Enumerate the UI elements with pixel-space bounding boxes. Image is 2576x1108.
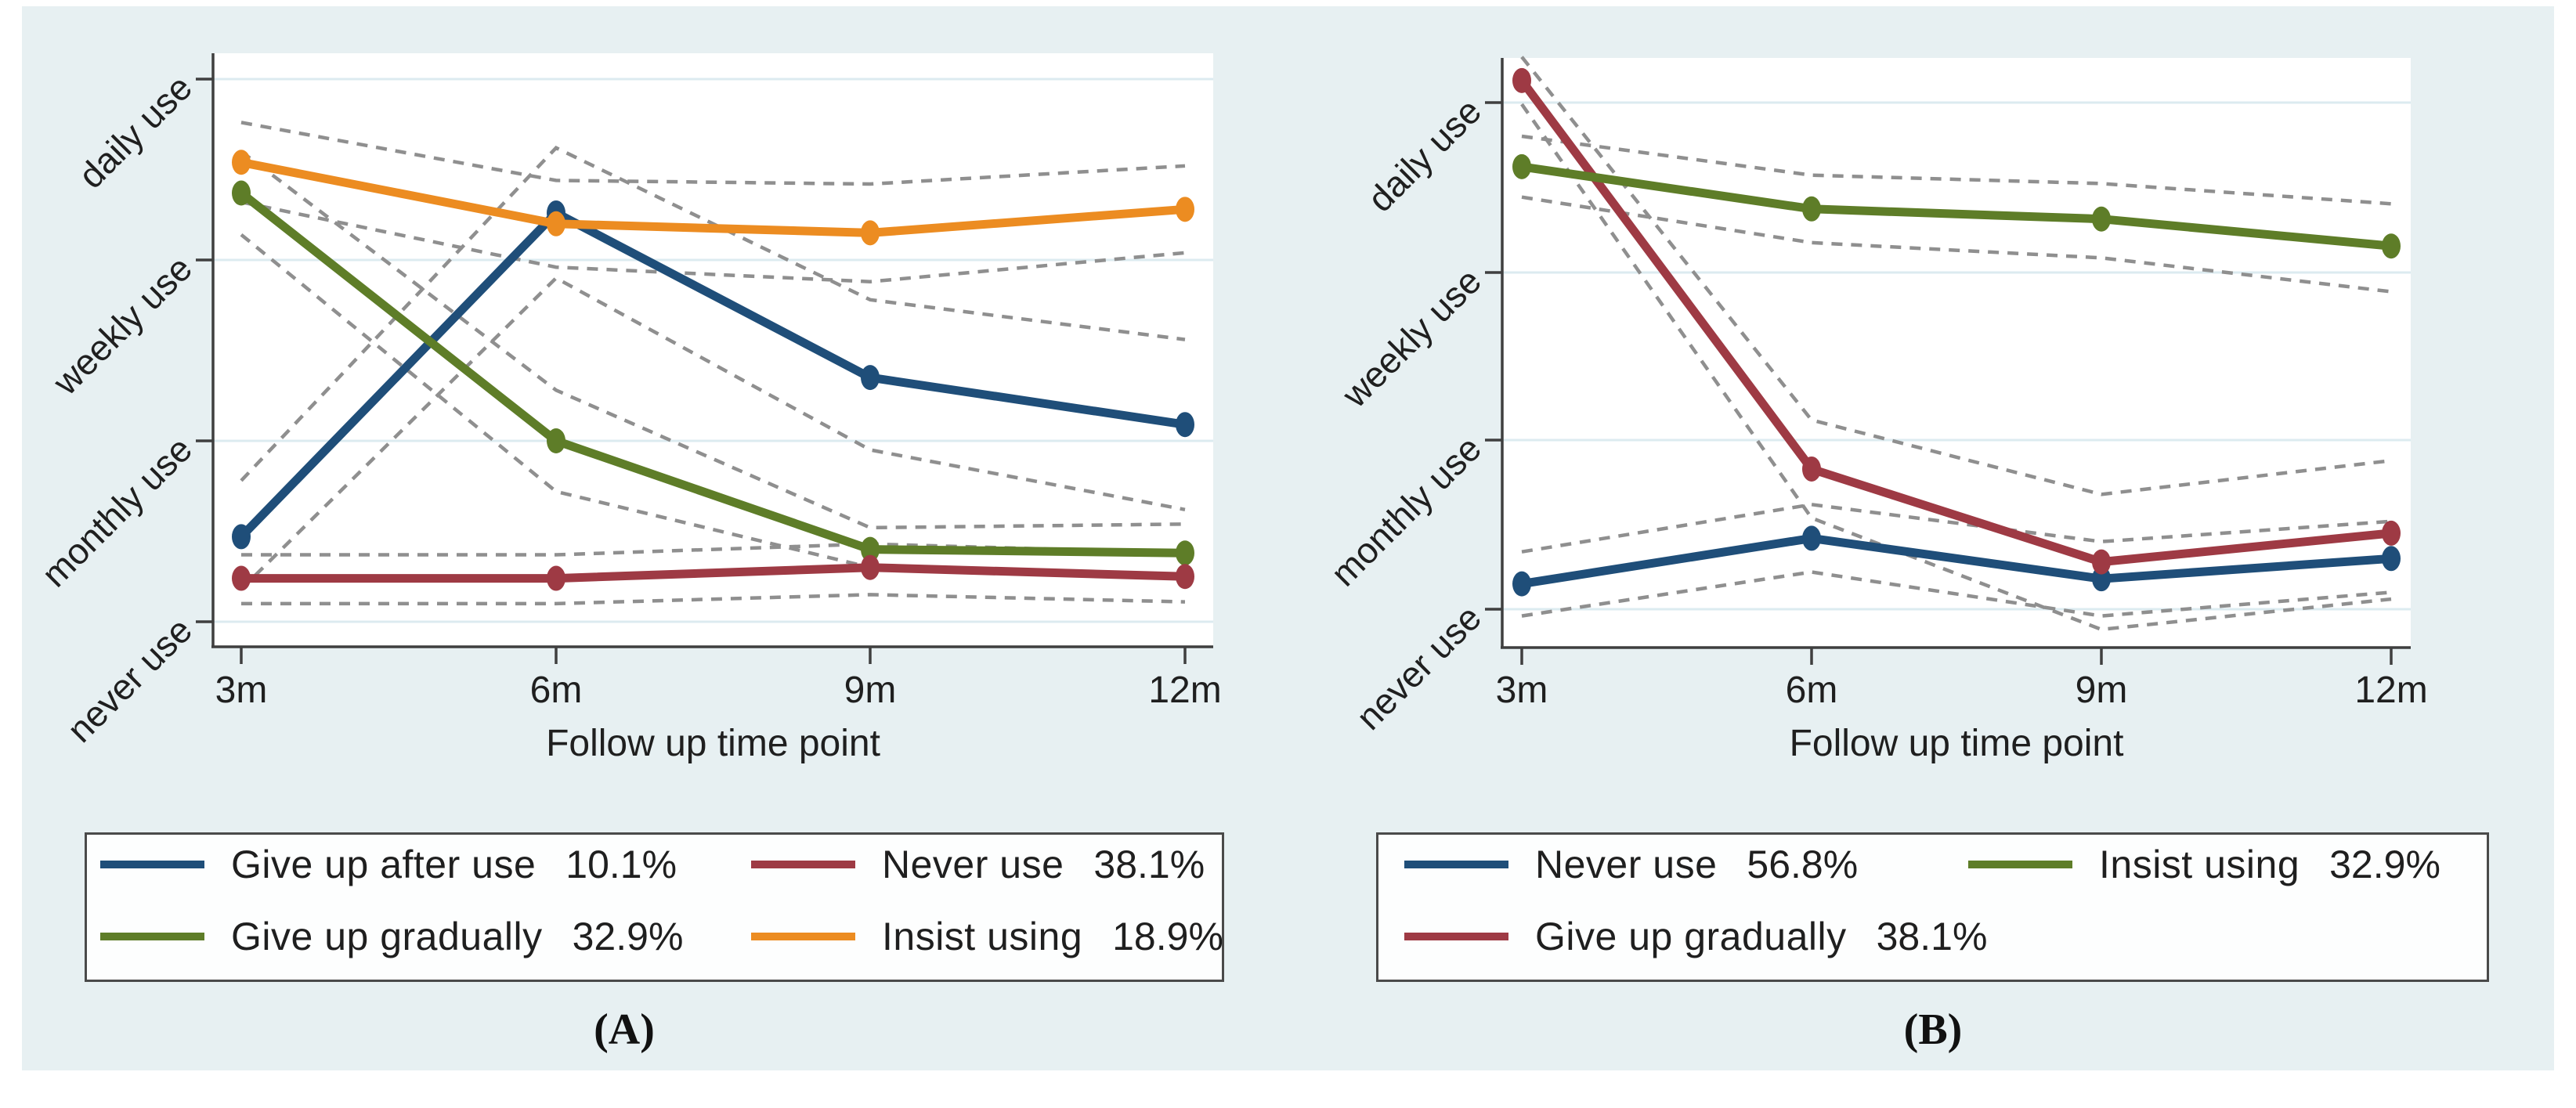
legend-entry-value: 38.1% — [1093, 843, 1205, 886]
legend-line-swatch — [100, 933, 204, 940]
data-point-marker — [1176, 412, 1194, 438]
x-axis-title: Follow up time point — [546, 723, 880, 764]
caption-panel-a: (A) — [594, 1005, 655, 1054]
data-point-marker — [2092, 549, 2111, 575]
legend-line-swatch — [751, 861, 855, 868]
series-line-give-up-after-use — [238, 208, 1186, 540]
ci-dashed-line — [1521, 503, 2392, 554]
ci-dashed-line — [240, 276, 1186, 591]
ci-dashed-line — [241, 593, 1186, 606]
x-tick-label: 12m — [1148, 669, 1221, 711]
legend-line-swatch — [1968, 861, 2072, 868]
data-point-marker — [547, 565, 565, 591]
y-tick-label: weekly use — [45, 247, 200, 402]
data-point-marker — [1802, 525, 1821, 551]
ci-dashed-line — [240, 121, 1186, 186]
legend-panel-b: Never use 56.8% Insist using 32.9% Give … — [1376, 832, 2489, 982]
series-line-never-use — [241, 563, 1186, 583]
data-point-marker — [861, 220, 880, 246]
ci-dashed-line — [1520, 103, 2392, 632]
legend-entry-label: Give up gradually — [1535, 915, 1847, 958]
x-tick-label: 12m — [2354, 669, 2427, 711]
data-point-marker — [861, 365, 880, 391]
data-point-marker — [1512, 571, 1531, 597]
data-point-marker — [861, 536, 880, 562]
legend-entry-value: 18.9% — [1112, 915, 1223, 958]
x-tick-label: 9m — [844, 669, 897, 711]
legend-entry-value: 56.8% — [1747, 843, 1859, 886]
ci-dashed-line — [240, 150, 1186, 530]
series-line-give-up-gradually — [1518, 78, 2392, 567]
legend-entry-label: Never use — [1535, 843, 1718, 886]
legend-entry: Insist using 18.9% — [751, 913, 1223, 960]
legend-entry: Insist using 32.9% — [1968, 841, 2441, 888]
legend-entry: Never use 56.8% — [1404, 841, 1858, 888]
data-point-marker — [232, 565, 251, 591]
legend-entry-value: 10.1% — [565, 843, 677, 886]
legend-entry-value: 32.9% — [2329, 843, 2441, 886]
y-tick-label: never use — [1348, 597, 1489, 738]
legend-entry-label: Give up gradually — [231, 915, 543, 958]
ci-dashed-line — [240, 200, 1186, 283]
series-line-insist-using — [1521, 162, 2392, 251]
y-tick-label: monthly use — [34, 428, 200, 594]
legend-entry-label: Give up after use — [231, 843, 537, 886]
legend-line-swatch — [751, 933, 855, 940]
y-tick-label: daily use — [70, 67, 200, 196]
series-line-give-up-gradually — [238, 189, 1186, 558]
data-point-marker — [1176, 197, 1194, 222]
ci-dashed-line — [1521, 570, 2392, 618]
data-point-marker — [232, 180, 251, 206]
ci-dashed-line — [1520, 56, 2392, 496]
y-tick-label: never use — [59, 609, 200, 750]
legend-entry: Give up gradually 32.9% — [100, 913, 683, 960]
legend-entry-label: Insist using — [882, 915, 1083, 958]
data-point-marker — [1512, 153, 1531, 179]
x-axis-title: Follow up time point — [1790, 723, 2124, 764]
data-point-marker — [232, 150, 251, 175]
legend-entry-label: Never use — [882, 843, 1064, 886]
y-tick-label: monthly use — [1323, 428, 1489, 594]
legend-line-swatch — [100, 861, 204, 868]
legend-entry: Never use 38.1% — [751, 841, 1205, 888]
panel-a-plot: 3m 6m 9m 12m never use monthly use weekly use d… — [34, 53, 1222, 764]
series-line-insist-using — [240, 157, 1186, 237]
legend-entry-label: Insist using — [2099, 843, 2300, 886]
y-tick-label: daily use — [1360, 90, 1489, 219]
legend-panel-a: Give up after use 10.1% Never use 38.1% … — [85, 832, 1224, 982]
data-point-marker — [547, 211, 565, 236]
data-point-marker — [232, 524, 251, 550]
legend-entry-value: 38.1% — [1876, 915, 1988, 958]
data-point-marker — [2382, 233, 2401, 259]
data-point-marker — [1802, 196, 1821, 222]
x-tick-label: 6m — [530, 669, 583, 711]
ci-dashed-line — [1521, 195, 2392, 294]
legend-entry: Give up after use 10.1% — [100, 841, 677, 888]
legend-line-swatch — [1404, 933, 1508, 940]
data-point-marker — [2092, 206, 2111, 232]
y-tick-label: weekly use — [1334, 260, 1489, 415]
x-tick-label: 6m — [1786, 669, 1838, 711]
legend-entry-value: 32.9% — [572, 915, 684, 958]
data-point-marker — [2382, 546, 2401, 572]
data-point-marker — [1176, 540, 1194, 566]
data-point-marker — [2382, 520, 2401, 546]
x-tick-label: 3m — [1496, 669, 1548, 711]
data-point-marker — [1512, 67, 1531, 93]
data-point-marker — [861, 554, 880, 580]
data-point-marker — [1176, 564, 1194, 590]
x-tick-label: 9m — [2076, 669, 2128, 711]
data-point-marker — [547, 428, 565, 453]
series-line-never-use — [1521, 533, 2392, 589]
legend-line-swatch — [1404, 861, 1508, 868]
legend-entry: Give up gradually 38.1% — [1404, 913, 1987, 960]
caption-panel-b: (B) — [1903, 1005, 1963, 1054]
data-point-marker — [1802, 456, 1821, 482]
ci-dashed-line — [1521, 134, 2392, 206]
x-tick-label: 3m — [215, 669, 268, 711]
ci-dashed-line — [240, 146, 1186, 482]
